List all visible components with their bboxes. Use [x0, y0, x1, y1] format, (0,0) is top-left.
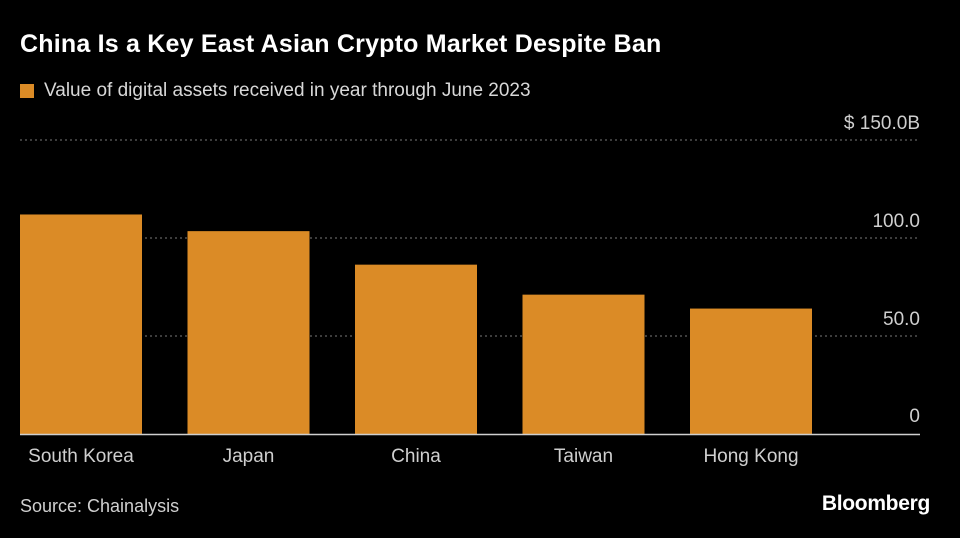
bar	[690, 308, 812, 434]
x-tick-label: South Korea	[28, 446, 134, 467]
axes: 0 50.0 100.0 $ 150.0B South Korea Japan China T…	[20, 113, 920, 467]
x-tick-label: China	[391, 446, 441, 467]
bars	[20, 214, 812, 434]
chart-title: China Is a Key East Asian Crypto Market …	[20, 30, 662, 58]
source-note: Source: Chainalysis	[20, 496, 180, 516]
bloomberg-logo: Bloomberg	[821, 492, 930, 515]
legend-swatch	[20, 84, 34, 98]
y-tick-label: 50.0	[883, 309, 920, 330]
x-tick-label: Hong Kong	[703, 446, 798, 467]
x-tick-label: Japan	[223, 446, 275, 467]
bar	[355, 264, 477, 434]
x-tick-label: Taiwan	[554, 446, 613, 467]
y-tick-label: 0	[909, 406, 920, 427]
y-tick-label: $ 150.0B	[844, 113, 920, 134]
bar	[20, 214, 142, 434]
bar	[522, 294, 645, 434]
legend-label: Value of digital assets received in year…	[44, 80, 531, 101]
y-tick-label: 100.0	[872, 211, 920, 232]
bar	[187, 231, 310, 434]
legend: Value of digital assets received in year…	[20, 80, 531, 102]
